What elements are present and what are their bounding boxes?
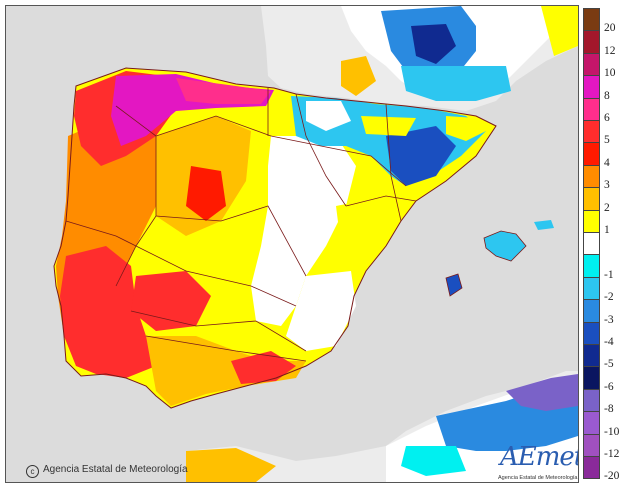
legend-label: 12 bbox=[604, 44, 616, 57]
legend-swatch bbox=[583, 388, 600, 413]
legend-swatch bbox=[583, 120, 600, 144]
legend-label: 20 bbox=[604, 22, 616, 35]
legend-label: -3 bbox=[604, 313, 614, 326]
menorca bbox=[534, 220, 554, 230]
legend-label: -4 bbox=[604, 336, 614, 348]
legend-swatch bbox=[583, 344, 600, 368]
legend-swatch bbox=[583, 411, 600, 435]
legend-swatch bbox=[583, 30, 600, 54]
legend-label: 3 bbox=[604, 179, 610, 192]
legend-swatch bbox=[583, 97, 600, 121]
legend-label: -5 bbox=[604, 358, 614, 371]
central-red-spot bbox=[186, 166, 226, 221]
france-warm-spot bbox=[341, 56, 376, 96]
copyright-text: Agencia Estatal de Meteorología bbox=[43, 464, 188, 475]
legend-label: -8 bbox=[604, 403, 614, 416]
algeria-purple-zone bbox=[506, 374, 578, 411]
legend-swatch bbox=[583, 75, 600, 99]
legend-label: -2 bbox=[604, 291, 614, 304]
legend-label: 10 bbox=[604, 67, 616, 80]
south-orange bbox=[146, 336, 306, 406]
peninsula-coastline bbox=[53, 67, 497, 409]
south-red-spot bbox=[231, 351, 296, 384]
legend-swatch bbox=[583, 209, 600, 233]
catalonia-yellow bbox=[446, 116, 486, 141]
legend-swatch bbox=[583, 8, 600, 32]
legend-label: 1 bbox=[604, 224, 610, 236]
legend-label: -10 bbox=[604, 425, 620, 438]
legend-label: 2 bbox=[604, 201, 610, 214]
france-cold-core bbox=[411, 24, 456, 64]
region-borders bbox=[65, 88, 417, 362]
legend-swatch bbox=[583, 254, 600, 278]
legend-label: 8 bbox=[604, 89, 610, 102]
ebro-blue-zone bbox=[386, 126, 456, 186]
color-legend: 20 12 10 8 6 5 4 3 2 1 -1 -2 -3 -4 -5 -6 -8 -10 -12 -20 bbox=[583, 8, 627, 483]
temperature-anomaly-map: AEmet Agencia Estatal de Meteorología bbox=[5, 5, 579, 483]
legend-label: 5 bbox=[604, 134, 610, 147]
legend-label: -12 bbox=[604, 448, 620, 460]
legend-swatch bbox=[583, 299, 600, 323]
aemet-logo-mark: AEmet bbox=[500, 442, 579, 472]
legend-swatch bbox=[583, 276, 600, 301]
legend-label: -1 bbox=[604, 268, 614, 281]
copyright-icon: c bbox=[26, 465, 39, 478]
north-pink-zone bbox=[176, 78, 271, 104]
southwest-red-zone bbox=[60, 246, 156, 378]
legend-label: 6 bbox=[604, 112, 610, 124]
aemet-logo: AEmet Agencia Estatal de Meteorología bbox=[494, 442, 579, 482]
algeria-cyan-zone bbox=[401, 446, 466, 476]
legend-swatch bbox=[583, 232, 600, 256]
map-canvas bbox=[6, 6, 578, 482]
central-neutral-zone bbox=[251, 136, 356, 326]
ibiza-coast bbox=[445, 273, 463, 297]
legend-swatch bbox=[583, 187, 600, 211]
legend-swatch bbox=[583, 142, 600, 166]
legend-swatch bbox=[583, 52, 600, 77]
legend-swatch bbox=[583, 321, 600, 345]
france-cool-zone bbox=[401, 66, 511, 101]
legend-label: -20 bbox=[604, 470, 620, 483]
legend-label: -6 bbox=[604, 380, 614, 393]
aragon-yellow-band bbox=[361, 116, 416, 136]
legend-swatch bbox=[583, 456, 600, 480]
east-neutral-zone bbox=[286, 271, 356, 351]
morocco-warm-zone bbox=[186, 448, 276, 482]
navarre-neutral bbox=[306, 101, 351, 131]
mallorca bbox=[484, 231, 526, 261]
east-yellow-zone bbox=[336, 196, 391, 256]
france-warm-edge bbox=[541, 6, 578, 56]
legend-swatch bbox=[583, 164, 600, 189]
legend-swatch bbox=[583, 433, 600, 457]
aemet-logo-tagline: Agencia Estatal de Meteorología bbox=[498, 475, 578, 481]
copyright-notice: c Agencia Estatal de Meteorología bbox=[26, 464, 188, 478]
legend-label: 4 bbox=[604, 156, 610, 169]
mallorca-coast bbox=[483, 230, 527, 262]
legend-swatch bbox=[583, 366, 600, 390]
